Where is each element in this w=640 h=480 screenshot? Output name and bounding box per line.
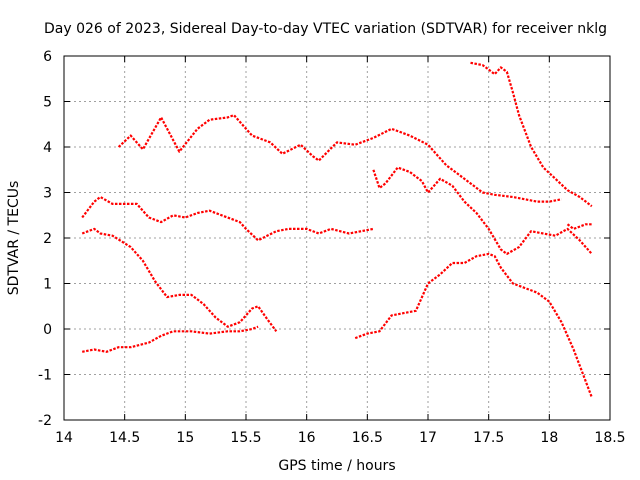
y-tick-label: 1 bbox=[43, 277, 52, 293]
x-tick-label: 17 bbox=[419, 430, 437, 446]
y-tick-label: -1 bbox=[38, 368, 52, 384]
x-tick-label: 16 bbox=[298, 430, 316, 446]
x-tick-label: 15.5 bbox=[230, 430, 261, 446]
y-tick-label: 4 bbox=[43, 140, 52, 156]
x-tick-label: 17.5 bbox=[473, 430, 504, 446]
series-line-s2 bbox=[81, 195, 374, 242]
x-tick-label: 16.5 bbox=[352, 430, 383, 446]
series-line-s3 bbox=[81, 227, 278, 332]
grid-layer bbox=[64, 56, 610, 420]
series-line-s8 bbox=[566, 223, 592, 230]
y-tick-label: 2 bbox=[43, 231, 52, 247]
x-tick-label: 15 bbox=[176, 430, 194, 446]
series-line-s6 bbox=[372, 166, 593, 255]
x-tick-label: 18.5 bbox=[594, 430, 625, 446]
tick-layer: 14 14.5 15 15.5 16 16.5 17 17.5 18 18.5 -2 -1 0 1 2 3 4 5… bbox=[38, 49, 626, 446]
y-tick-label: 3 bbox=[43, 186, 52, 202]
series-line-s1 bbox=[117, 113, 562, 203]
series-line-s4 bbox=[81, 325, 259, 353]
x-tick-label: 14.5 bbox=[109, 430, 140, 446]
y-tick-label: 5 bbox=[43, 95, 52, 111]
series-layer bbox=[81, 61, 593, 398]
x-axis-label: GPS time / hours bbox=[278, 458, 395, 474]
x-tick-label: 18 bbox=[540, 430, 558, 446]
y-axis-label: SDTVAR / TECUs bbox=[6, 181, 22, 296]
y-tick-label: -2 bbox=[38, 413, 52, 429]
chart-title: Day 026 of 2023, Sidereal Day-to-day VTE… bbox=[44, 21, 607, 37]
series-line-s7 bbox=[470, 61, 593, 208]
y-tick-label: 0 bbox=[43, 322, 52, 338]
series-line-s5 bbox=[354, 252, 593, 398]
x-tick-label: 14 bbox=[55, 430, 73, 446]
y-tick-label: 6 bbox=[43, 49, 52, 65]
